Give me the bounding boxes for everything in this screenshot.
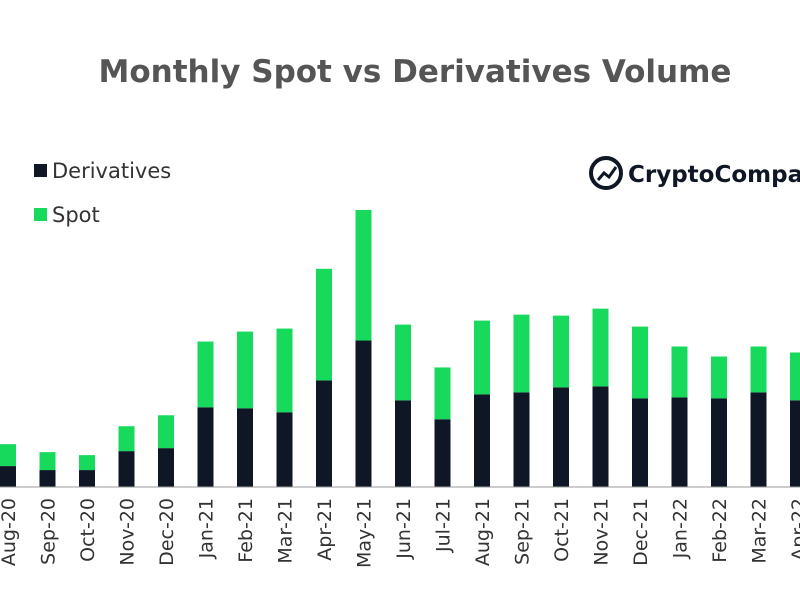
logo-icon: [589, 156, 623, 190]
bar-derivatives-dec-20: [158, 448, 174, 487]
x-tick-label-jan-22: Jan-22: [670, 498, 692, 559]
legend: Derivatives Spot: [34, 159, 171, 227]
x-tick-label-nov-21: Nov-21: [591, 498, 613, 566]
legend-swatch-derivatives: [34, 164, 47, 177]
legend-swatch-spot: [34, 208, 47, 221]
x-tick-label-may-21: May-21: [354, 498, 376, 568]
bar-spot-feb-22: [711, 356, 727, 399]
bar-spot-jan-22: [671, 346, 688, 398]
bar-spot-nov-21: [592, 308, 609, 387]
bar-derivatives-feb-21: [237, 408, 253, 487]
bar-derivatives-apr-22: [790, 400, 800, 487]
x-tick-label-mar-22: Mar-22: [749, 498, 771, 564]
bar-derivatives-feb-22: [711, 398, 727, 487]
bar-derivatives-nov-20: [118, 451, 135, 487]
bar-derivatives-apr-21: [316, 380, 332, 487]
bar-spot-dec-21: [632, 326, 648, 399]
bar-spot-apr-21: [316, 268, 332, 381]
x-tick-label-aug-21: Aug-21: [472, 498, 494, 566]
bar-spot-jul-21: [434, 367, 451, 420]
cryptocompare-logo: CryptoCompare: [589, 156, 800, 190]
x-tick-label-jun-21: Jun-21: [393, 498, 415, 560]
x-tick-label-feb-22: Feb-22: [709, 498, 731, 563]
x-tick-label-nov-20: Nov-20: [117, 498, 139, 566]
x-tick-label-dec-20: Dec-20: [156, 498, 178, 566]
logo-wordmark: CryptoCompare: [628, 162, 800, 188]
bar-derivatives-aug-20: [0, 466, 16, 487]
bar-spot-oct-21: [553, 315, 569, 388]
bar-spot-feb-21: [237, 331, 253, 409]
bar-derivatives-sep-20: [39, 470, 56, 487]
bar-spot-sep-20: [39, 452, 56, 471]
bar-derivatives-sep-21: [513, 392, 530, 487]
bar-derivatives-may-21: [355, 340, 372, 487]
x-tick-label-feb-21: Feb-21: [235, 498, 257, 563]
bar-derivatives-mar-22: [750, 392, 767, 487]
bar-spot-may-21: [355, 210, 372, 341]
bar-spot-sep-21: [513, 314, 530, 393]
bar-derivatives-aug-21: [474, 394, 490, 487]
x-tick-label-oct-20: Oct-20: [77, 498, 99, 562]
bar-spot-aug-20: [0, 444, 16, 467]
bar-spot-mar-21: [276, 328, 293, 413]
bar-derivatives-jan-22: [671, 397, 688, 487]
bar-derivatives-oct-21: [553, 387, 569, 487]
x-tick-label-apr-21: Apr-21: [314, 498, 336, 561]
bar-derivatives-jun-21: [395, 400, 411, 487]
bar-spot-oct-20: [79, 455, 95, 471]
bar-derivatives-jan-21: [197, 407, 214, 487]
x-tick-label-jan-21: Jan-21: [196, 498, 218, 559]
x-tick-label-oct-21: Oct-21: [551, 498, 573, 562]
bar-spot-nov-20: [118, 426, 135, 452]
bar-derivatives-dec-21: [632, 398, 648, 487]
legend-label-derivatives: Derivatives: [52, 159, 171, 183]
logo-chart-arrow-icon: [596, 166, 618, 181]
bar-derivatives-jul-21: [434, 419, 451, 487]
x-tick-label-mar-21: Mar-21: [275, 498, 297, 564]
x-tick-labels: Aug-20 Sep-20 Oct-20 Nov-20 Dec-20 Jan-21 Feb-…: [0, 498, 800, 568]
bar-derivatives-mar-21: [276, 412, 293, 487]
bars-group: [0, 210, 800, 487]
bar-spot-mar-22: [750, 346, 767, 393]
x-tick-label-sep-20: Sep-20: [38, 498, 60, 565]
bar-derivatives-nov-21: [592, 386, 609, 487]
x-tick-label-sep-21: Sep-21: [512, 498, 534, 565]
bar-derivatives-oct-20: [79, 470, 95, 487]
legend-label-spot: Spot: [52, 203, 100, 227]
bar-spot-aug-21: [474, 320, 490, 395]
chart-title: Monthly Spot vs Derivatives Volume: [99, 54, 732, 90]
bar-spot-apr-22: [790, 352, 800, 401]
x-tick-label-jul-21: Jul-21: [433, 498, 455, 553]
x-tick-label-aug-20: Aug-20: [0, 498, 20, 566]
x-tick-label-dec-21: Dec-21: [630, 498, 652, 566]
bar-spot-jan-21: [197, 341, 214, 408]
x-tick-label-apr-22: Apr-22: [788, 498, 800, 561]
bar-spot-jun-21: [395, 324, 411, 401]
bar-spot-dec-20: [158, 415, 174, 449]
